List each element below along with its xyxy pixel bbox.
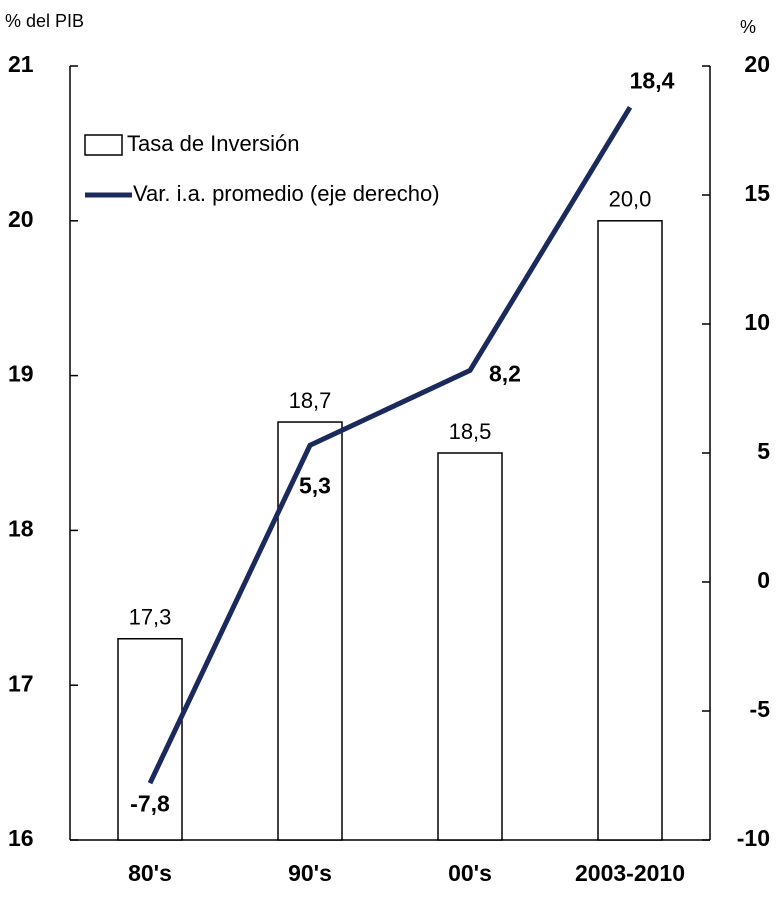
y-axis-label: % del PIB bbox=[5, 11, 84, 31]
bar-value-label: 17,3 bbox=[129, 605, 172, 630]
bar bbox=[597, 220, 663, 841]
line-value-label: 18,4 bbox=[630, 67, 675, 93]
y2-tick-label: -10 bbox=[737, 825, 770, 851]
y2-tick-label: 20 bbox=[744, 51, 770, 77]
line bbox=[147, 105, 633, 785]
x-tick-label: 00's bbox=[448, 860, 492, 886]
legend-label: Tasa de Inversión bbox=[127, 131, 299, 156]
bar-value-label: 20,0 bbox=[609, 187, 652, 212]
y-tick-label: 16 bbox=[8, 825, 34, 851]
y2-tick-label: -5 bbox=[750, 696, 771, 722]
y-tick-label: 18 bbox=[8, 515, 34, 541]
legend-swatch bbox=[84, 134, 123, 156]
legend-label: Var. i.a. promedio (eje derecho) bbox=[133, 181, 440, 206]
bar-value-label: 18,7 bbox=[289, 388, 332, 413]
bar bbox=[437, 452, 503, 841]
y-tick-label: 21 bbox=[8, 51, 34, 77]
line-value-label: 5,3 bbox=[299, 472, 331, 498]
y2-tick-label: 15 bbox=[744, 180, 770, 206]
x-tick-label: 90's bbox=[288, 860, 332, 886]
y-tick-label: 17 bbox=[8, 670, 34, 696]
y2-tick-label: 0 bbox=[757, 567, 770, 593]
y2-axis-label: % bbox=[740, 17, 756, 37]
y2-tick-label: 10 bbox=[744, 309, 770, 335]
y-tick-label: 19 bbox=[8, 361, 34, 387]
y-tick-label: 20 bbox=[8, 206, 34, 232]
x-tick-label: 2003-2010 bbox=[575, 860, 685, 886]
line-value-label: 8,2 bbox=[489, 361, 521, 387]
x-tick-label: 80's bbox=[128, 860, 172, 886]
y2-tick-label: 5 bbox=[757, 438, 770, 464]
line-value-label: -7,8 bbox=[130, 790, 170, 816]
bar-value-label: 18,5 bbox=[449, 419, 492, 444]
